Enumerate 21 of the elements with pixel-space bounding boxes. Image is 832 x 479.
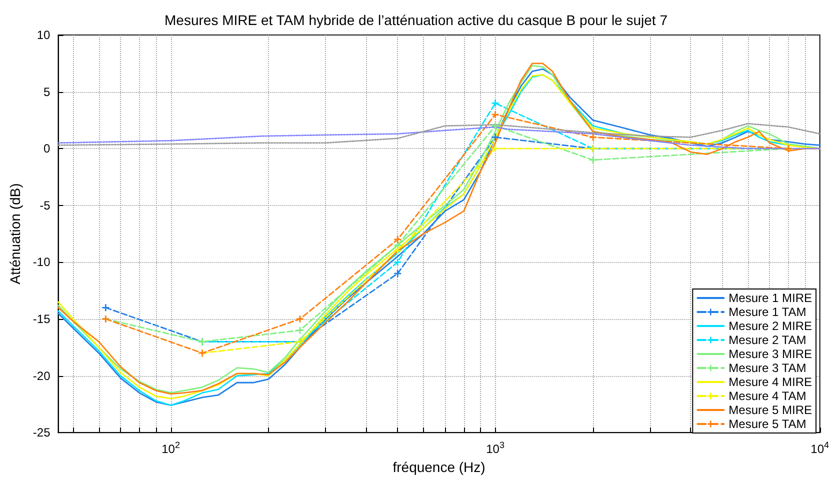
y-axis-title: Atténuation (dB) [7,183,23,284]
legend-label: Mesure 1 TAM [728,305,806,319]
legend-label: Mesure 1 MIRE [728,291,812,305]
y-tick-label: 10 [36,28,51,42]
legend-label: Mesure 2 TAM [728,333,806,347]
y-tick-label: -10 [32,255,51,270]
legend-label: Mesure 3 MIRE [728,347,812,361]
legend-label: Mesure 4 MIRE [728,375,812,389]
y-tick-label: -5 [40,198,51,212]
y-tick-label: 5 [44,84,51,99]
legend-label: Mesure 3 TAM [728,361,806,375]
chart-title: Mesures MIRE et TAM hybride de l’atténuation active du casque B pour le sujet 7 [164,12,668,28]
legend-label: Mesure 5 MIRE [728,403,812,417]
legend-label: Mesure 2 MIRE [728,319,812,333]
legend-label: Mesure 5 TAM [728,417,806,431]
y-tick-label: 0 [44,142,51,156]
x-axis-title: fréquence (Hz) [392,459,486,475]
y-tick-label: -20 [32,368,51,383]
y-tick-label: -25 [32,426,51,440]
legend-label: Mesure 4 TAM [728,389,806,403]
y-tick-label: -15 [32,312,51,326]
